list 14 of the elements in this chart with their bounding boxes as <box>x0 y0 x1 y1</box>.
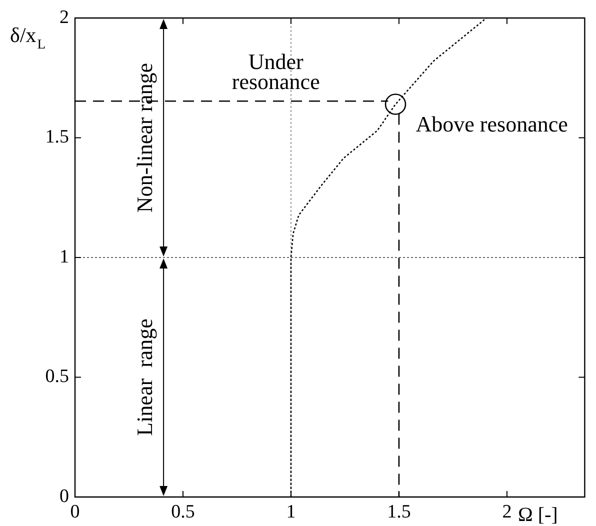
x-axis-title: Ω [-] <box>518 504 558 526</box>
x-tick-label: 1.5 <box>387 501 411 522</box>
annotation: Non-linear range <box>132 62 158 213</box>
y-tick-label: 1 <box>60 246 69 268</box>
y-tick-label: 0 <box>60 486 69 507</box>
annotation: Under resonance <box>232 48 320 94</box>
y-tick-label: 1.5 <box>45 126 69 148</box>
x-tick-label: 2 <box>502 501 512 522</box>
x-tick-label: 1 <box>286 501 296 522</box>
y-tick-label: 0.5 <box>45 366 69 388</box>
annotation: Linear range <box>132 318 158 436</box>
x-tick-label: 0.5 <box>171 501 195 522</box>
annotation: Above resonance <box>416 112 568 137</box>
y-tick-label: 2 <box>60 6 69 28</box>
